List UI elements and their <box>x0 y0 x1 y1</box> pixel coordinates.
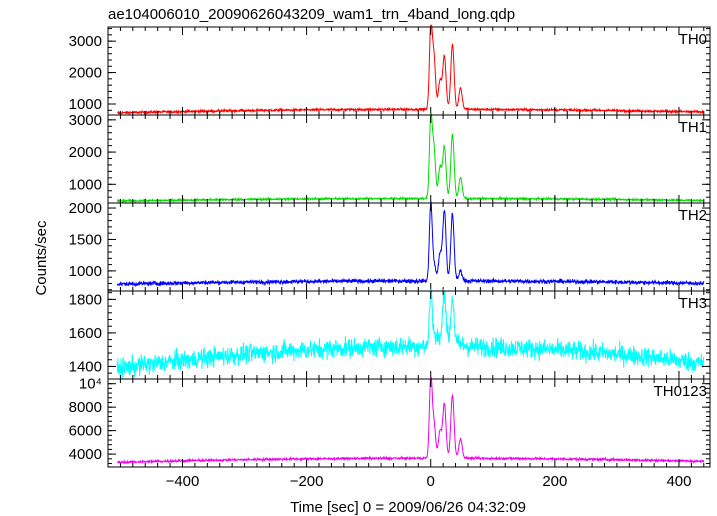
panel-frame-th0123 <box>107 378 711 468</box>
x-tick-label: 200 <box>542 473 567 490</box>
panel-frame-th3 <box>107 290 711 380</box>
x-tick-label: 400 <box>666 473 691 490</box>
y-tick-label: 1000 <box>69 263 102 280</box>
y-axis-label: Counts/sec <box>33 220 50 296</box>
y-tick-label: 1400 <box>69 358 102 375</box>
panel-label-th0123: TH0123 <box>654 383 707 400</box>
x-tick-label: −200 <box>290 473 324 490</box>
y-tick-label: 2000 <box>69 144 102 161</box>
series-line-th0 <box>117 24 705 116</box>
y-tick-label: 1000 <box>69 96 102 113</box>
y-tick-label: 2000 <box>69 200 102 217</box>
y-tick-label: 4000 <box>69 446 102 463</box>
panel-label-th3: TH3 <box>679 295 707 312</box>
y-tick-label: 3000 <box>69 112 102 129</box>
x-tick-label: 0 <box>427 473 435 490</box>
chart-title: ae104006010_20090626043209_wam1_trn_4ban… <box>108 6 515 23</box>
y-tick-label: 6000 <box>69 423 102 440</box>
series-line-th3 <box>116 288 705 380</box>
x-tick-label: −400 <box>166 473 200 490</box>
y-tick-label: 8000 <box>69 399 102 416</box>
y-tick-label: 1600 <box>69 325 102 342</box>
y-tick-label: 10⁴ <box>79 376 102 393</box>
y-tick-label: 3000 <box>69 33 102 50</box>
panel-frame-th0 <box>107 26 711 116</box>
y-tick-label: 1500 <box>69 231 102 248</box>
series-line-th2 <box>116 201 705 288</box>
x-axis-label: Time [sec] 0 = 2009/06/26 04:32:09 <box>290 499 526 516</box>
panel-label-th0: TH0 <box>679 31 707 48</box>
series-line-th1 <box>116 112 705 204</box>
panel-frame-th2 <box>107 202 711 292</box>
y-tick-label: 1800 <box>69 291 102 308</box>
panel-frame-th1 <box>107 114 711 204</box>
panels-group: TH0100020003000TH1100020003000TH21000150… <box>69 24 711 490</box>
series-line-th0123 <box>117 376 705 465</box>
panel-label-th2: TH2 <box>679 207 707 224</box>
panel-label-th1: TH1 <box>679 119 707 136</box>
y-tick-label: 1000 <box>69 176 102 193</box>
y-tick-label: 2000 <box>69 65 102 82</box>
